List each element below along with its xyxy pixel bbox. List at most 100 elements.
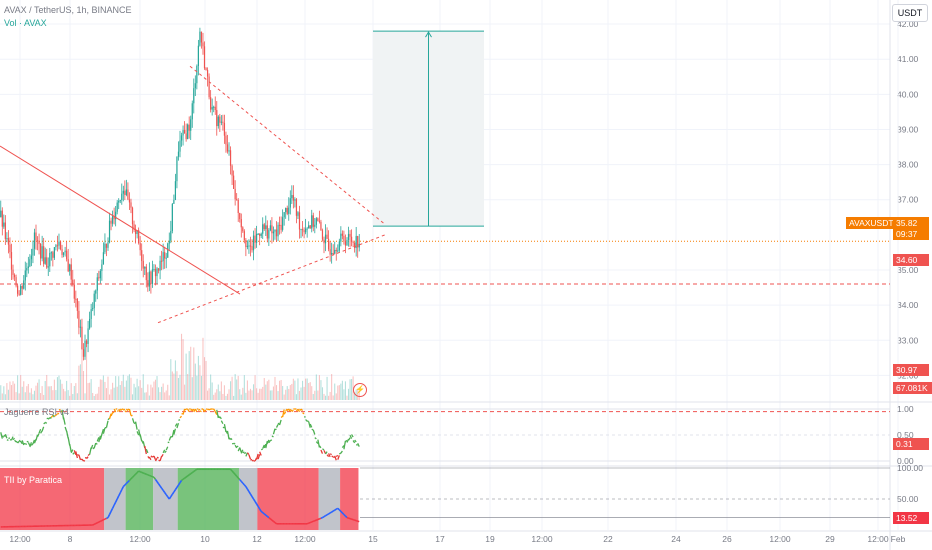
volume-bar bbox=[331, 374, 333, 400]
rsi-segment bbox=[29, 442, 33, 448]
volume-bar bbox=[156, 376, 158, 400]
candle-body bbox=[95, 290, 97, 294]
rsi-segment bbox=[326, 454, 330, 458]
volume-bar bbox=[199, 365, 201, 400]
volume-bar bbox=[125, 380, 127, 400]
volume-bar bbox=[99, 379, 101, 400]
volume-bar bbox=[108, 394, 111, 400]
volume-bar bbox=[295, 394, 297, 400]
rsi-segment bbox=[3, 434, 6, 437]
tii-segment bbox=[185, 475, 189, 478]
rsi-segment bbox=[162, 449, 166, 454]
tii-segment bbox=[268, 516, 271, 520]
candle-body bbox=[107, 242, 109, 248]
volume-bar bbox=[18, 393, 20, 400]
tii-segment bbox=[351, 518, 354, 521]
candle-body bbox=[269, 225, 271, 231]
candle-body bbox=[24, 270, 26, 281]
rsi-segment bbox=[265, 440, 268, 449]
candle-body bbox=[82, 349, 85, 357]
tii-segment bbox=[176, 484, 180, 488]
candle-body bbox=[306, 228, 308, 230]
volume-bar bbox=[87, 383, 89, 400]
rsi-segment bbox=[57, 412, 60, 415]
price-tick-label: 40.00 bbox=[897, 89, 919, 99]
volume-bar bbox=[252, 384, 255, 400]
tii-segment bbox=[319, 517, 322, 520]
volume-bar bbox=[196, 375, 198, 400]
volume-bar bbox=[52, 390, 54, 400]
rsi-segment bbox=[246, 452, 250, 456]
rsi-segment bbox=[134, 421, 138, 430]
candle-body bbox=[320, 221, 322, 231]
tii-segment bbox=[354, 519, 357, 522]
volume-bar bbox=[263, 378, 265, 400]
volume-bar bbox=[194, 363, 196, 400]
tii-segment bbox=[269, 518, 273, 521]
volume-bar bbox=[104, 381, 106, 400]
rsi-segment bbox=[148, 456, 152, 461]
candle-body bbox=[335, 249, 337, 252]
volume-bar bbox=[300, 387, 302, 400]
candle-body bbox=[324, 234, 327, 244]
tii-segment bbox=[159, 485, 163, 489]
volume-bar bbox=[274, 376, 276, 400]
rsi-segment bbox=[156, 456, 159, 459]
candle-body bbox=[206, 69, 209, 77]
candle-body bbox=[157, 268, 160, 271]
candle-body bbox=[200, 31, 203, 43]
tii-segment bbox=[154, 479, 158, 483]
tii-segment bbox=[125, 481, 129, 485]
tii-segment bbox=[320, 516, 323, 519]
volume-bar bbox=[268, 379, 270, 400]
volume-bar bbox=[153, 381, 155, 400]
volume-bar bbox=[167, 384, 169, 400]
alert-lightning-icon[interactable]: ⚡ bbox=[353, 383, 367, 397]
volume-bar bbox=[214, 392, 216, 400]
candle-body bbox=[142, 260, 144, 269]
candle-body bbox=[309, 225, 311, 229]
tii-segment bbox=[92, 523, 95, 526]
volume-bar bbox=[239, 389, 241, 400]
tii-segment bbox=[252, 498, 256, 502]
volume-bar bbox=[222, 393, 224, 400]
rsi-segment bbox=[113, 408, 117, 413]
candle-body bbox=[44, 257, 46, 264]
volume-bar bbox=[38, 379, 40, 400]
rsi-segment bbox=[10, 436, 14, 441]
tii-tick-label: 100.00 bbox=[897, 463, 923, 473]
candle-body bbox=[151, 269, 154, 284]
volume-bar bbox=[223, 385, 225, 400]
tii-zone bbox=[177, 468, 239, 530]
tii-segment bbox=[309, 521, 313, 524]
tii-value-tag: 13.52 bbox=[893, 512, 929, 524]
candle-body bbox=[108, 220, 111, 243]
rsi-segment bbox=[266, 439, 270, 444]
candle-body bbox=[33, 232, 36, 249]
volume-bar bbox=[349, 379, 351, 400]
volume-bar bbox=[203, 357, 206, 400]
currency-unit-button[interactable]: USDT bbox=[892, 4, 928, 22]
volume-bar bbox=[27, 383, 29, 400]
candle-body bbox=[243, 231, 245, 241]
tii-segment bbox=[335, 507, 339, 510]
candle-body bbox=[183, 130, 186, 134]
candle-body bbox=[272, 231, 275, 234]
candle-body bbox=[58, 241, 60, 246]
volume-bar bbox=[102, 375, 104, 400]
time-tick-label: 12:00 bbox=[9, 534, 31, 544]
rsi-segment bbox=[222, 426, 225, 429]
rsi-segment bbox=[219, 416, 222, 420]
volume-bar bbox=[321, 387, 324, 400]
rsi-segment bbox=[308, 421, 311, 428]
rsi-segment bbox=[352, 440, 356, 444]
rsi-segment bbox=[86, 456, 89, 460]
rsi-segment bbox=[179, 415, 183, 419]
volume-bar bbox=[118, 376, 120, 400]
symbol-tag: AVAXUSDT bbox=[846, 217, 897, 229]
candle-body bbox=[39, 244, 42, 259]
tii-segment bbox=[266, 515, 270, 519]
rsi-segment bbox=[228, 437, 232, 441]
